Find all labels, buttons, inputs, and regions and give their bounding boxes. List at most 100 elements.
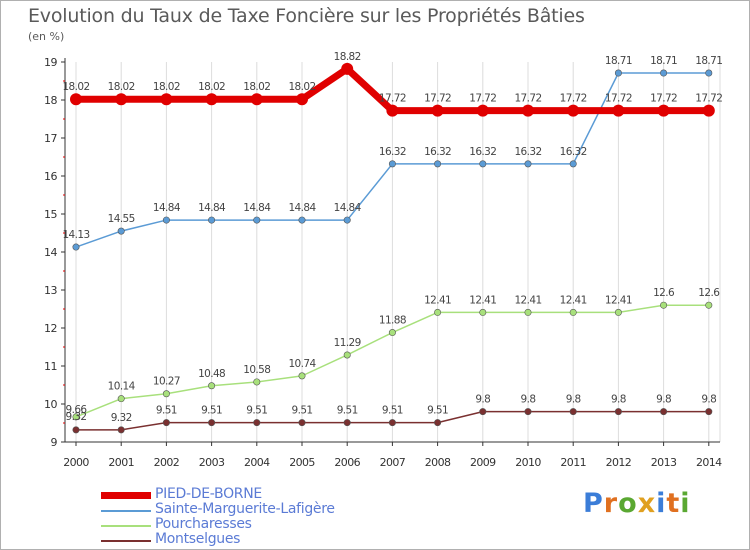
data-point	[296, 93, 308, 106]
data-label: 17.72	[469, 93, 496, 105]
data-label: 12.6	[653, 287, 675, 299]
data-label: 12.41	[424, 294, 451, 306]
data-point	[569, 308, 577, 316]
legend-swatch-pied-de-borne	[101, 492, 151, 499]
data-point	[160, 93, 173, 106]
data-point	[388, 160, 396, 168]
data-label: 18.02	[108, 81, 135, 93]
data-point	[479, 408, 487, 416]
logo-letter: t	[666, 488, 681, 519]
y-tick-label-9: 9	[51, 436, 58, 449]
legend-label: Sainte-Marguerite-Lafigère	[155, 501, 335, 517]
data-label: 14.55	[108, 213, 135, 225]
data-point	[614, 69, 622, 77]
data-label: 11.29	[334, 337, 361, 349]
data-point	[524, 308, 532, 316]
data-point	[476, 104, 489, 117]
data-label: 9.51	[382, 405, 403, 417]
data-label: 17.72	[560, 93, 587, 105]
data-point	[162, 216, 170, 224]
data-point	[434, 419, 442, 427]
x-tick-label-2006: 2006	[334, 456, 360, 469]
data-label: 10.27	[153, 376, 180, 388]
data-point	[115, 93, 128, 106]
legend-swatch-montselgues	[101, 540, 151, 542]
data-point	[250, 93, 263, 106]
x-tick-label-2003: 2003	[199, 456, 225, 469]
data-point	[524, 408, 532, 416]
data-point	[702, 104, 715, 117]
series-pourcharesses	[72, 301, 713, 421]
data-point	[522, 104, 534, 117]
legend: PIED-DE-BORNE Sainte-Marguerite-Lafigère…	[101, 486, 401, 548]
data-point	[569, 160, 577, 168]
data-label: 17.72	[424, 93, 451, 105]
x-tick-label-2012: 2012	[606, 456, 632, 469]
logo-letter: r	[603, 488, 619, 519]
y-tick-label-18: 18	[44, 94, 57, 107]
x-tick-label-2001: 2001	[108, 456, 134, 469]
data-label: 18.02	[243, 81, 270, 93]
data-label: 14.84	[334, 202, 362, 214]
data-label: 9.8	[566, 394, 581, 406]
x-tick-label-2008: 2008	[425, 456, 451, 469]
data-label: 9.51	[427, 405, 448, 417]
data-point	[117, 426, 125, 434]
axis-layer: 9 10 11 12 13 14 15 16 17 18 19 2000 2001 2002 2003 200…	[44, 56, 723, 469]
data-label: 9.66	[66, 404, 88, 416]
data-label: 16.32	[379, 146, 406, 158]
legend-item-pied-de-borne[interactable]: PIED-DE-BORNE	[101, 486, 401, 503]
data-point	[70, 93, 82, 106]
data-point	[298, 419, 306, 427]
logo-letter: o	[618, 488, 638, 519]
y-tick-label-10: 10	[44, 398, 57, 411]
data-label: 12.41	[514, 294, 541, 306]
data-label: 18.82	[334, 51, 361, 63]
data-label: 9.51	[246, 405, 267, 417]
data-point	[660, 408, 668, 416]
y-tick-label-14: 14	[44, 246, 57, 259]
data-point	[298, 216, 306, 224]
x-tick-label-2011: 2011	[560, 456, 586, 469]
legend-item-montselgues[interactable]: Montselgues	[101, 531, 401, 548]
legend-label: PIED-DE-BORNE	[155, 486, 262, 502]
data-point	[705, 301, 713, 309]
legend-item-pourcharesses[interactable]: Pourcharesses	[101, 516, 401, 533]
data-point	[567, 104, 580, 117]
y-tick-label-16: 16	[44, 170, 57, 183]
data-label: 12.41	[469, 294, 496, 306]
y-tick-label-13: 13	[44, 284, 57, 297]
data-label: 18.02	[288, 81, 315, 93]
series-pied-de-borne	[70, 62, 715, 117]
data-point	[343, 419, 351, 427]
legend-item-sainte-marguerite-lafigere[interactable]: Sainte-Marguerite-Lafigère	[101, 501, 401, 518]
data-point	[386, 104, 399, 117]
data-point	[479, 308, 487, 316]
data-point	[253, 216, 261, 224]
data-label: 14.84	[288, 202, 316, 214]
y-tick-label-11: 11	[44, 360, 57, 373]
data-label: 18.71	[695, 55, 722, 67]
data-label: 9.8	[701, 394, 716, 406]
data-point	[162, 419, 170, 427]
data-label: 17.72	[605, 93, 632, 105]
x-tick-label-2004: 2004	[244, 456, 270, 469]
data-label: 18.71	[605, 55, 632, 67]
x-tick-label-2009: 2009	[470, 456, 496, 469]
chart-subtitle: (en %)	[28, 30, 65, 43]
proxiti-logo: Proxiti	[583, 488, 691, 519]
data-label: 9.8	[521, 394, 536, 406]
data-label: 10.48	[198, 368, 225, 380]
data-point	[660, 69, 668, 77]
data-point	[657, 104, 670, 117]
data-point	[298, 372, 306, 380]
legend-label: Pourcharesses	[155, 516, 252, 532]
grid-layer	[75, 58, 721, 442]
x-tick-label-2007: 2007	[380, 456, 406, 469]
data-label: 12.6	[698, 287, 720, 299]
data-point	[614, 408, 622, 416]
data-label: 16.32	[424, 146, 451, 158]
x-tick-label-2014: 2014	[696, 456, 722, 469]
data-label: 16.32	[469, 146, 496, 158]
